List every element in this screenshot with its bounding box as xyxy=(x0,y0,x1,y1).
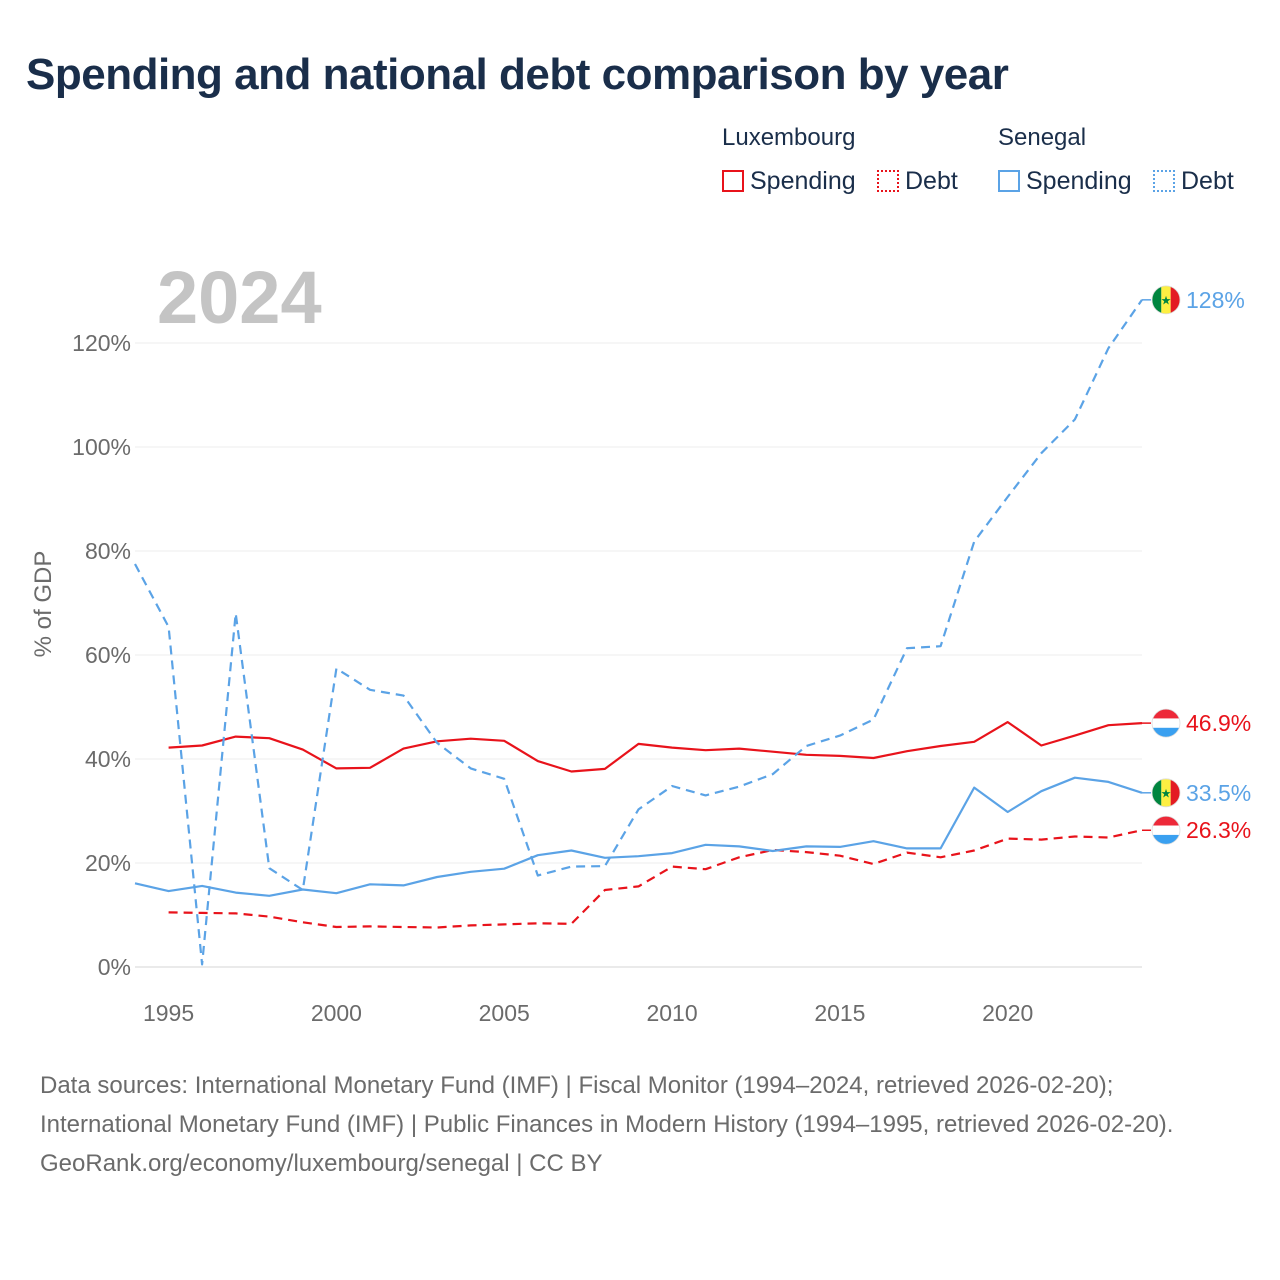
flag-fill: ★ xyxy=(1152,778,1180,807)
y-tick-label: 60% xyxy=(85,642,131,668)
flag-stripe-red xyxy=(1170,285,1180,314)
senegal-flag-icon: ★ xyxy=(1151,778,1181,808)
flag-stripe-white xyxy=(1152,825,1180,835)
y-tick-label: 120% xyxy=(72,330,131,356)
y-tick-label: 20% xyxy=(85,850,131,876)
data-sources: Data sources: International Monetary Fun… xyxy=(40,1072,1174,1138)
end-value-label: 128% xyxy=(1186,287,1245,313)
flag-stripe-white xyxy=(1152,718,1180,728)
flag-fill: ★ xyxy=(1152,285,1180,314)
series-lines xyxy=(134,299,1143,966)
star-icon: ★ xyxy=(1161,293,1172,307)
end-markers: 46.9% 26.3% ★ 33.5% ★ 128% xyxy=(1142,285,1251,845)
series-line-luxembourg-debt xyxy=(168,829,1143,929)
solid-line-swatch-icon xyxy=(722,170,744,192)
legend-label: Debt xyxy=(1181,166,1234,195)
flag-stripe-green xyxy=(1152,778,1162,807)
legend-item-luxembourg-spending[interactable]: Spending xyxy=(722,166,856,196)
y-tick-label: 80% xyxy=(85,538,131,564)
flag-stripe-red xyxy=(1152,709,1180,719)
legend-label: Spending xyxy=(750,166,856,195)
legend-item-luxembourg-debt[interactable]: Debt xyxy=(877,166,958,196)
flag-outline xyxy=(1151,778,1181,808)
senegal-flag-icon: ★ xyxy=(1151,285,1181,315)
flag-stripe-red xyxy=(1170,778,1180,807)
x-axis: 1995 2000 2005 2010 2015 2020 xyxy=(143,1000,1033,1026)
x-tick-label: 2010 xyxy=(646,1000,697,1026)
end-value-label: 26.3% xyxy=(1186,817,1251,843)
footer: Data sources: International Monetary Fun… xyxy=(40,1066,1240,1183)
line-chart: 2024 % of GDP 0% 20% 40% 60% 80% 100% 120% 199… xyxy=(30,256,1251,1026)
x-tick-label: 2005 xyxy=(479,1000,530,1026)
flag-outline xyxy=(1151,708,1181,738)
luxembourg-flag-icon xyxy=(1151,708,1181,738)
end-value-label: 46.9% xyxy=(1186,710,1251,736)
attribution-link[interactable]: GeoRank.org/economy/luxembourg/senegal |… xyxy=(40,1150,603,1177)
legend-group-senegal: Senegal xyxy=(998,124,1087,151)
end-value-label: 33.5% xyxy=(1186,780,1251,806)
legend-item-senegal-spending[interactable]: Spending xyxy=(998,166,1132,196)
flag-fill xyxy=(1152,816,1180,845)
flag-fill xyxy=(1152,709,1180,738)
current-year-watermark: 2024 xyxy=(157,256,322,339)
y-axis: 0% 20% 40% 60% 80% 100% 120% xyxy=(72,330,131,980)
x-tick-label: 2000 xyxy=(311,1000,362,1026)
flag-stripe-yellow xyxy=(1161,285,1171,314)
y-tick-label: 100% xyxy=(72,434,131,460)
legend-label: Spending xyxy=(1026,166,1132,195)
solid-line-swatch-icon xyxy=(998,170,1020,192)
y-tick-label: 0% xyxy=(98,954,131,980)
flag-stripe-blue xyxy=(1152,834,1180,845)
luxembourg-flag-icon xyxy=(1151,815,1181,845)
y-axis-label: % of GDP xyxy=(30,551,57,658)
x-tick-label: 2020 xyxy=(982,1000,1033,1026)
dotted-line-swatch-icon xyxy=(1153,170,1175,192)
series-line-senegal-debt xyxy=(134,299,1143,966)
flag-outline xyxy=(1151,285,1181,315)
flag-stripe-red xyxy=(1152,816,1180,826)
flag-stripe-yellow xyxy=(1161,778,1171,807)
series-line-luxembourg-spending xyxy=(168,720,1143,773)
flag-stripe-blue xyxy=(1152,727,1180,738)
legend-label: Debt xyxy=(905,166,958,195)
grid-lines xyxy=(135,342,1142,968)
star-icon: ★ xyxy=(1161,786,1172,800)
chart-title: Spending and national debt comparison by… xyxy=(26,50,1009,99)
flag-stripe-green xyxy=(1152,285,1162,314)
legend-item-senegal-debt[interactable]: Debt xyxy=(1153,166,1234,196)
flag-outline xyxy=(1151,815,1181,845)
legend-group-luxembourg: Luxembourg xyxy=(722,124,856,151)
x-tick-label: 1995 xyxy=(143,1000,194,1026)
dotted-line-swatch-icon xyxy=(877,170,899,192)
series-line-senegal-spending xyxy=(134,776,1143,897)
y-tick-label: 40% xyxy=(85,746,131,772)
x-tick-label: 2015 xyxy=(814,1000,865,1026)
